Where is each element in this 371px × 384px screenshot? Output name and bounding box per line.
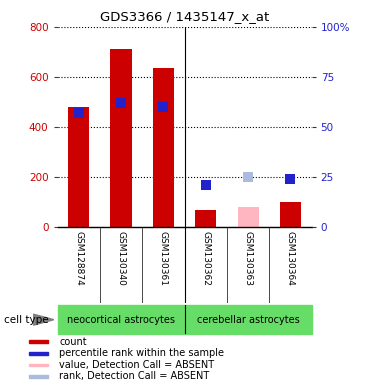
Point xyxy=(288,175,293,182)
Text: percentile rank within the sample: percentile rank within the sample xyxy=(59,348,224,358)
Text: GSM130361: GSM130361 xyxy=(159,231,168,286)
Bar xyxy=(29,364,48,366)
Bar xyxy=(111,50,132,227)
Text: count: count xyxy=(59,337,87,347)
Text: GSM130364: GSM130364 xyxy=(286,231,295,286)
Bar xyxy=(29,375,48,378)
Bar xyxy=(58,305,185,334)
Text: cell type: cell type xyxy=(4,314,48,325)
Text: rank, Detection Call = ABSENT: rank, Detection Call = ABSENT xyxy=(59,371,210,381)
Bar xyxy=(68,107,89,227)
Text: GSM130363: GSM130363 xyxy=(244,231,253,286)
Text: neocortical astrocytes: neocortical astrocytes xyxy=(67,314,175,325)
Title: GDS3366 / 1435147_x_at: GDS3366 / 1435147_x_at xyxy=(100,10,269,23)
Text: value, Detection Call = ABSENT: value, Detection Call = ABSENT xyxy=(59,360,214,370)
Point xyxy=(245,174,251,180)
Bar xyxy=(195,210,216,227)
Bar xyxy=(153,68,174,227)
Text: GSM130340: GSM130340 xyxy=(116,231,125,286)
Bar xyxy=(237,207,259,227)
Point xyxy=(160,104,166,110)
Point xyxy=(76,110,82,116)
Bar xyxy=(29,352,48,355)
Bar xyxy=(185,305,312,334)
Text: cerebellar astrocytes: cerebellar astrocytes xyxy=(197,314,299,325)
Point xyxy=(118,100,124,106)
Text: GSM128874: GSM128874 xyxy=(74,231,83,285)
Bar xyxy=(280,202,301,227)
Bar xyxy=(29,341,48,343)
Point xyxy=(203,182,209,188)
Text: GSM130362: GSM130362 xyxy=(201,231,210,286)
Polygon shape xyxy=(33,314,54,325)
